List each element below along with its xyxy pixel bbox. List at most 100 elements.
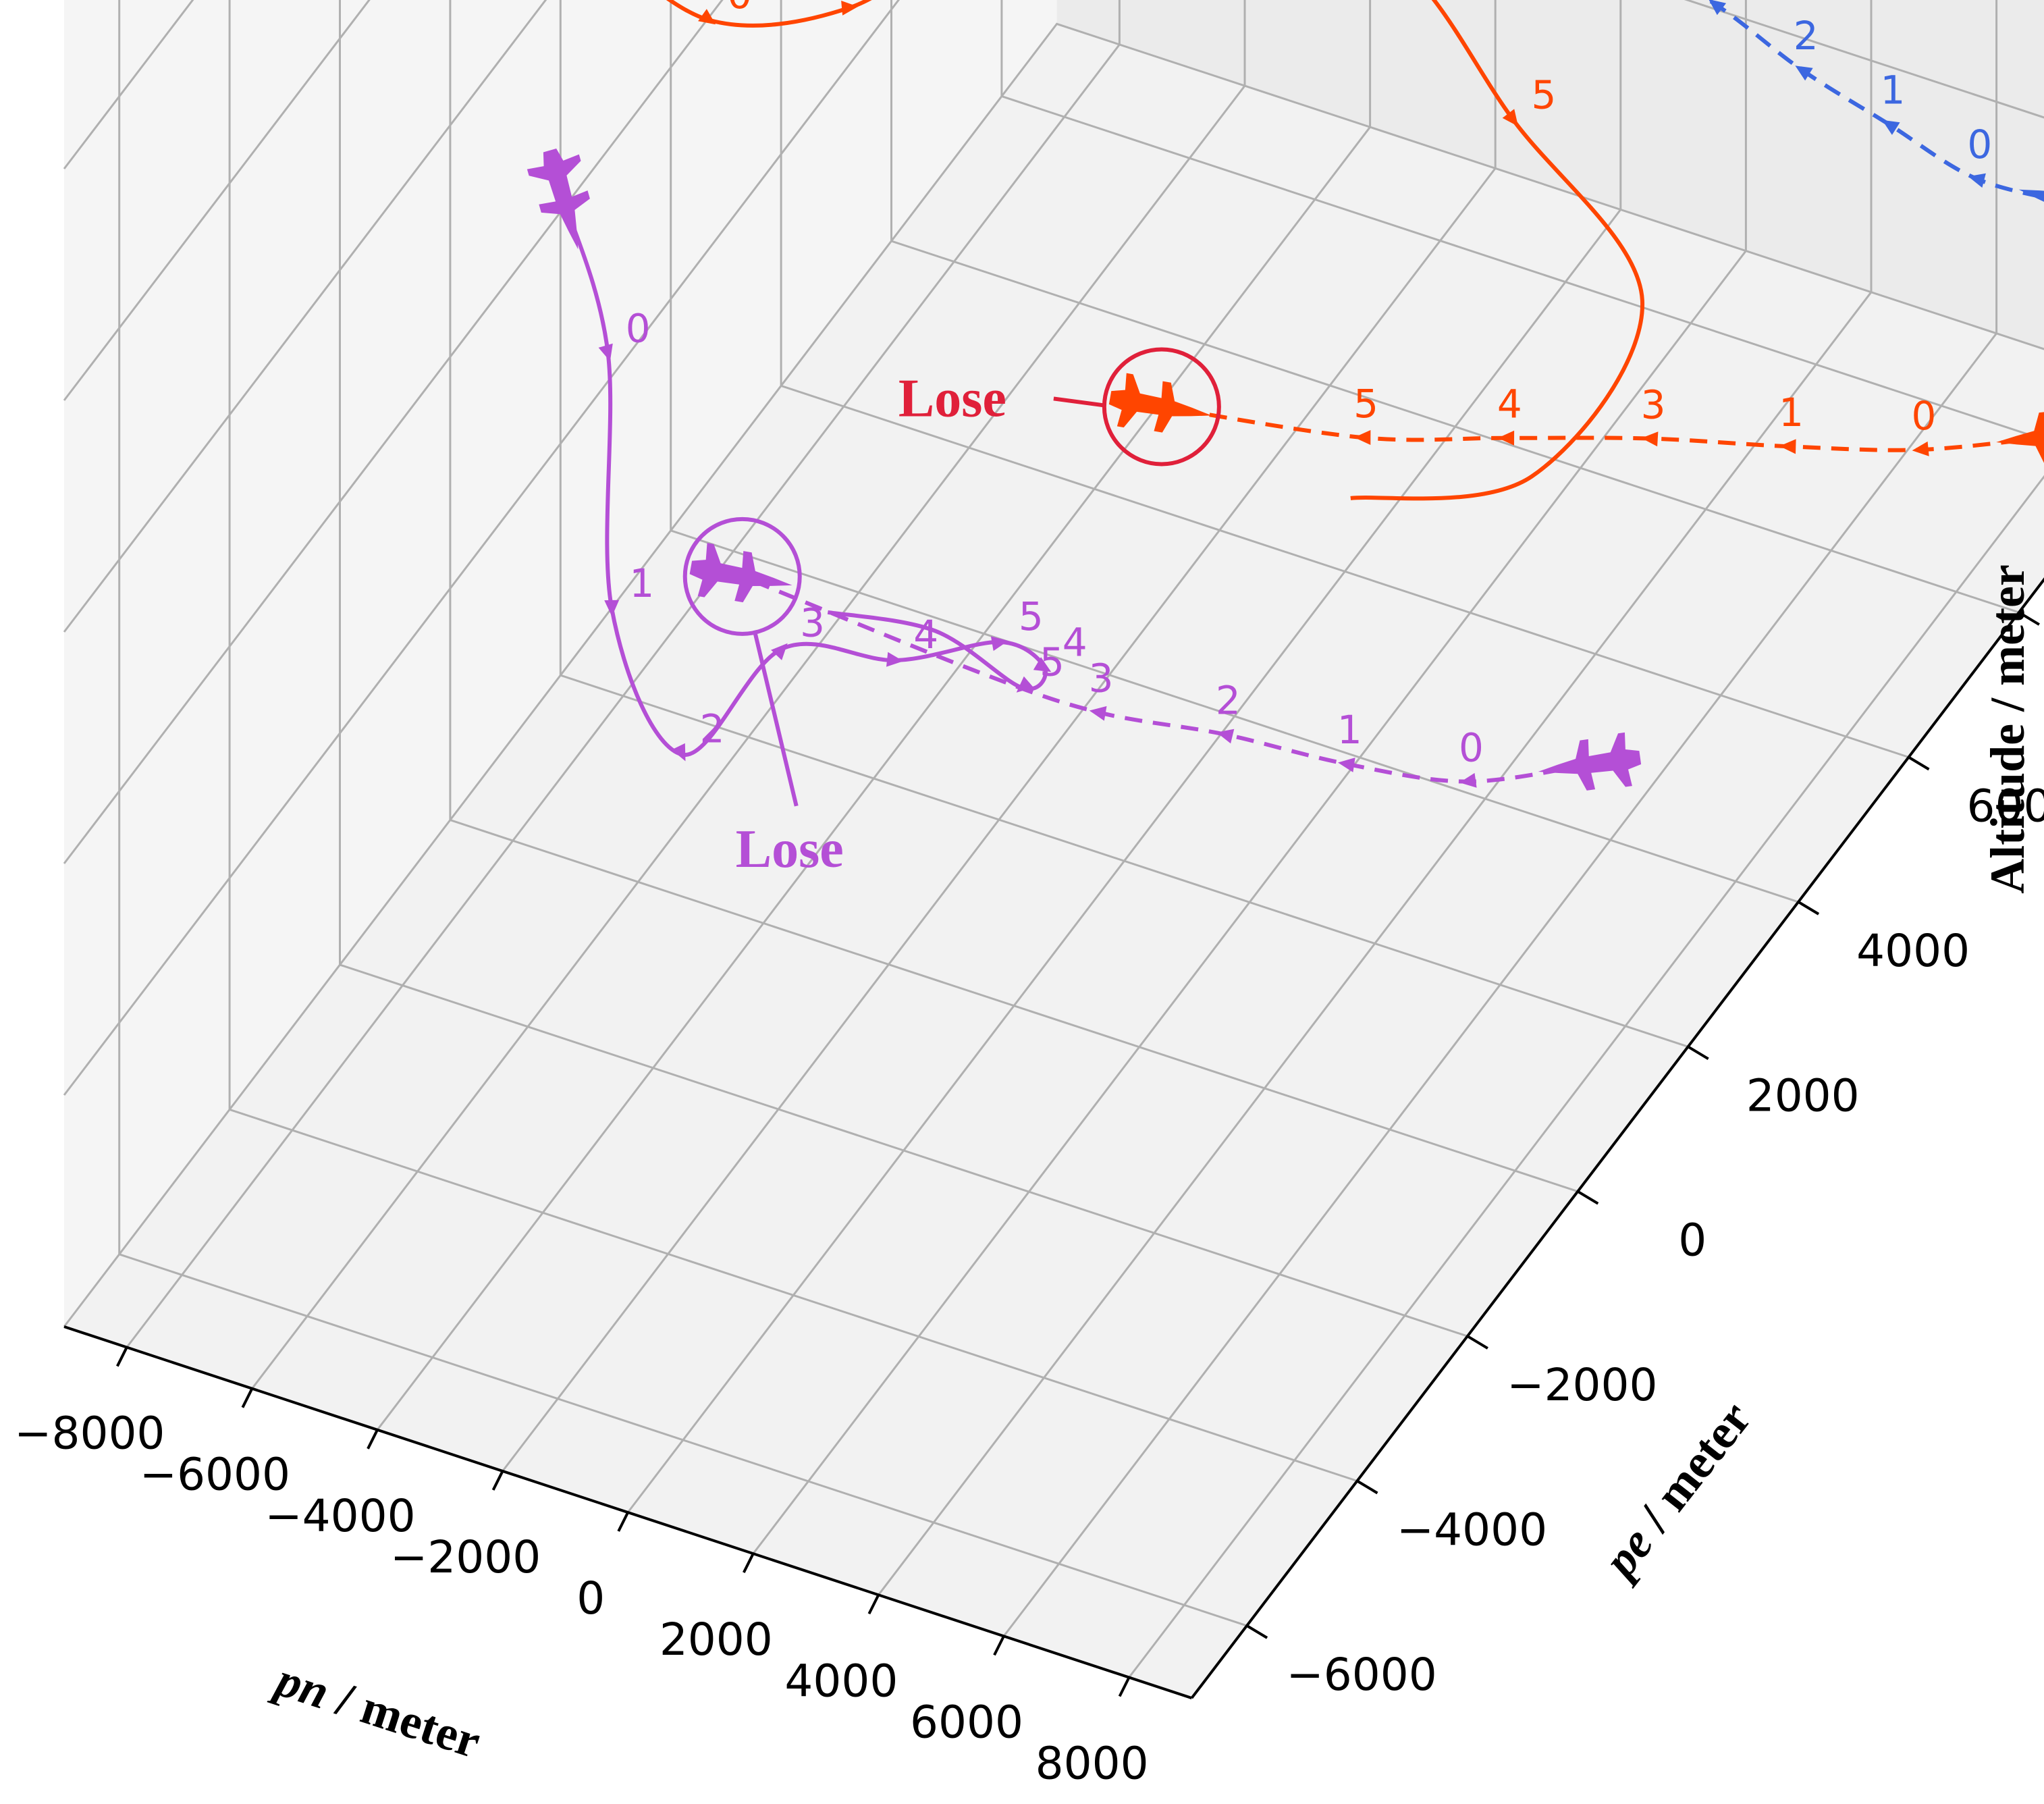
- lose-annotations: LoseLoseLose: [682, 347, 1221, 879]
- pn-tick-label: −6000: [140, 1449, 290, 1501]
- arrow-head: [1216, 728, 1235, 744]
- lose-label: Lose: [736, 820, 844, 879]
- step-label: 3: [800, 600, 825, 646]
- pe-tick-label: −4000: [1397, 1504, 1547, 1556]
- arrow-head: [598, 343, 613, 362]
- arrow-head: [1795, 65, 1813, 81]
- arrow-head: [1882, 120, 1900, 135]
- lose-label: Lose: [898, 369, 1006, 428]
- grid-line-pn: [1128, 475, 2044, 1678]
- step-label: 4: [1063, 620, 1087, 666]
- pe-tick-label: 0: [1678, 1215, 1706, 1267]
- pn-tick: [241, 1387, 254, 1408]
- pe-tick-label: −6000: [1286, 1649, 1436, 1701]
- step-label: 2: [1794, 13, 1819, 59]
- arrow-head: [604, 600, 620, 617]
- x-axis-title: pn / meter: [266, 1651, 487, 1768]
- back-pane: [1056, 0, 2044, 350]
- step-label: 0: [1912, 393, 1937, 439]
- arrow-head: [841, 1, 859, 16]
- step-label: 2: [700, 706, 725, 752]
- arrow-head: [771, 643, 788, 660]
- pn-tick: [743, 1553, 755, 1574]
- pn-tick-label: 8000: [1036, 1738, 1149, 1790]
- arrow-head: [672, 743, 686, 762]
- lose-circle: [682, 516, 802, 636]
- pe-tick-label: 6000: [1967, 780, 2044, 832]
- arrow-head: [698, 9, 716, 25]
- step-label: 5: [1040, 639, 1065, 685]
- arrow-head: [1968, 173, 1986, 188]
- grid-line-altitude: [63, 0, 2044, 1096]
- pe-tick: [1798, 901, 1820, 916]
- step-label: 4: [913, 612, 938, 658]
- grid-line-altitude: [63, 22, 2044, 1327]
- pn-tick-label: −8000: [14, 1408, 165, 1460]
- step-label: 1: [1881, 68, 1906, 113]
- y-axis-title: pe / meter: [1590, 1391, 1762, 1589]
- step-label: 0: [727, 0, 752, 18]
- step-label: 2: [1216, 677, 1241, 723]
- step-label: 0: [626, 306, 651, 352]
- pe-tick-label: 4000: [1856, 925, 1970, 977]
- step-label: 0: [1967, 122, 1992, 167]
- pe-tick-label: 2000: [1746, 1069, 1860, 1121]
- tick-labels: −8000−6000−4000−200002000400060008000−60…: [14, 780, 2044, 1790]
- step-label: 3: [1089, 655, 1114, 701]
- step-label: 5: [1531, 72, 1556, 118]
- arrow-head: [1502, 109, 1519, 127]
- step-label: 3: [1641, 382, 1666, 428]
- step-label: 4: [1497, 381, 1522, 427]
- grid-lines: [63, 0, 2044, 1678]
- pe-tick: [1246, 1624, 1268, 1639]
- pe-tick: [2018, 611, 2040, 626]
- pe-tick: [1466, 1335, 1488, 1350]
- arrow-head: [1779, 439, 1796, 454]
- arrow-head: [1338, 758, 1355, 772]
- step-label: 1: [629, 560, 654, 606]
- arrow-head: [1354, 430, 1371, 445]
- lose-leader-line: [1053, 396, 1105, 408]
- pn-tick-label: 0: [576, 1572, 605, 1624]
- solid-trajectory: [666, 0, 1644, 501]
- solid-trajectory: [562, 200, 1048, 757]
- lose-circle: [1102, 347, 1221, 467]
- step-label: 5: [1353, 381, 1378, 427]
- pn-tick-label: 4000: [784, 1655, 898, 1707]
- pn-tick: [1118, 1676, 1131, 1697]
- pn-tick: [491, 1470, 504, 1491]
- arrow-head: [1459, 772, 1477, 788]
- pn-tick-label: 2000: [660, 1614, 773, 1666]
- pn-tick-label: 6000: [910, 1696, 1023, 1748]
- arrow-head: [1089, 706, 1107, 721]
- pe-tick: [1908, 755, 1930, 771]
- arrow-head: [886, 652, 904, 667]
- pe-tick: [1687, 1045, 1709, 1060]
- step-label: 1: [1779, 390, 1804, 435]
- step-label: 0: [1459, 725, 1484, 771]
- step-label: 5: [1019, 593, 1044, 639]
- pn-tick: [617, 1512, 629, 1532]
- step-markers: 01234501234501234501345012345450123: [598, 0, 1992, 788]
- pn-tick-label: −4000: [265, 1490, 415, 1542]
- arrow-head: [1912, 441, 1929, 456]
- pe-tick: [1356, 1479, 1378, 1495]
- arrow-head: [1497, 430, 1515, 446]
- z-axis-title: Altitude / meter: [1981, 564, 2035, 894]
- pn-tick: [993, 1635, 1005, 1656]
- arrow-head: [1641, 431, 1659, 447]
- pn-tick-label: −2000: [390, 1531, 541, 1583]
- tick-marks: [116, 611, 2040, 1697]
- floor-pane: [64, 24, 2044, 1699]
- grid-line-altitude: [63, 0, 724, 864]
- lose-leader-line: [752, 630, 799, 807]
- step-label: 1: [1337, 707, 1362, 753]
- pe-tick: [1577, 1190, 1599, 1205]
- pn-tick: [367, 1429, 379, 1450]
- step-label: 1: [868, 0, 893, 5]
- arrow-head: [1033, 657, 1052, 672]
- arrow-head: [1016, 676, 1034, 693]
- pn-tick: [867, 1594, 880, 1615]
- grid-line-altitude: [63, 0, 547, 633]
